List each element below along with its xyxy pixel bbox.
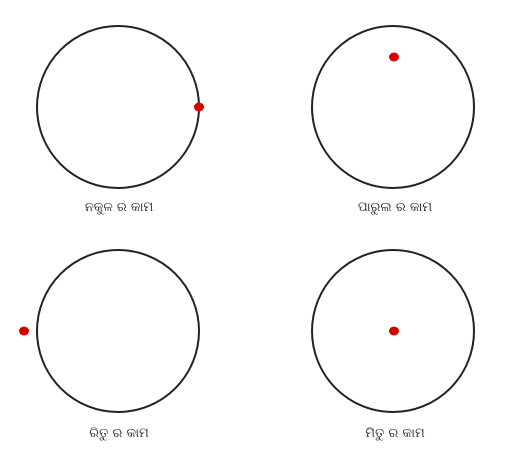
panel-2-circle	[311, 25, 475, 189]
panel-2-caption: ପାରୁଲ ର କାମ	[357, 200, 433, 215]
panel-1-dot	[194, 102, 204, 112]
panel-4-dot	[389, 326, 399, 336]
panel-3-circle	[36, 249, 200, 413]
panel-3	[19, 249, 200, 413]
panel-1	[36, 25, 204, 189]
panel-4	[311, 249, 475, 413]
panel-3-caption: ରିତୁ ର କାମ	[89, 426, 149, 441]
panel-4-circle	[311, 249, 475, 413]
panel-2-dot	[389, 52, 399, 62]
panel-3-dot	[19, 326, 29, 336]
panel-1-circle	[36, 25, 200, 189]
panel-2	[311, 25, 475, 189]
panel-4-caption: ମିତୁ ର କାମ	[365, 426, 425, 441]
panel-1-caption: ନକୁଳ ର କାମ	[84, 200, 154, 215]
